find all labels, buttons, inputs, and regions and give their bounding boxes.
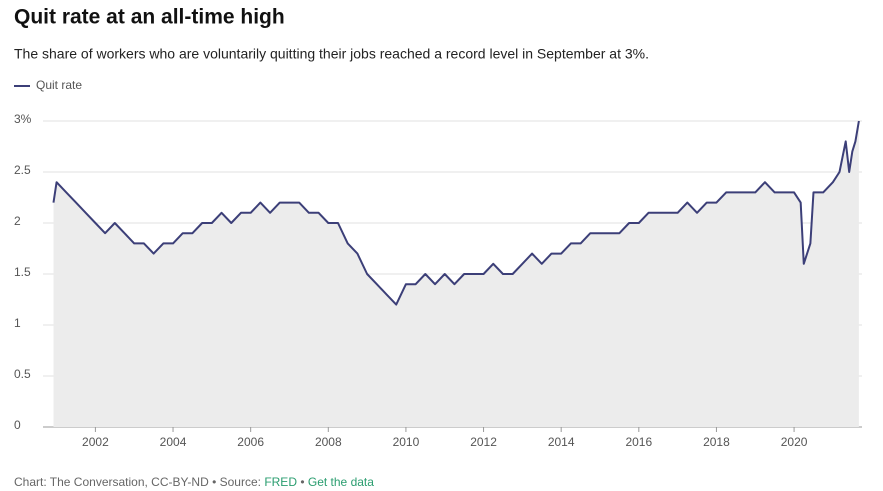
x-tick-label: 2002 <box>82 435 109 449</box>
y-tick-label: 3% <box>14 112 32 126</box>
credit: Chart: The Conversation, CC-BY-ND • Sour… <box>14 475 261 489</box>
footer: Chart: The Conversation, CC-BY-ND • Sour… <box>14 475 374 489</box>
y-tick-label: 1.5 <box>14 265 31 279</box>
y-tick-label: 2.5 <box>14 163 31 177</box>
y-tick-label: 1 <box>14 316 21 330</box>
x-tick-label: 2008 <box>315 435 342 449</box>
y-tick-label: 2 <box>14 214 21 228</box>
line <box>52 120 860 306</box>
x-tick-label: 2010 <box>393 435 420 449</box>
area <box>53 121 859 427</box>
separator: • <box>300 475 304 489</box>
x-tick-label: 2014 <box>548 435 575 449</box>
source-link[interactable]: FRED <box>264 475 297 489</box>
y-tick-label: 0.5 <box>14 367 31 381</box>
x-tick-label: 2006 <box>237 435 264 449</box>
x-tick-label: 2018 <box>703 435 730 449</box>
legend-label: Quit rate <box>36 78 82 92</box>
chart-subtitle: The share of workers who are voluntarily… <box>14 46 649 62</box>
x-tick-label: 2020 <box>781 435 808 449</box>
x-tick-label: 2016 <box>625 435 652 449</box>
x-tick-label: 2004 <box>160 435 187 449</box>
chart-title: Quit rate at an all-time high <box>14 6 285 29</box>
x-tick-label: 2012 <box>470 435 497 449</box>
y-tick-label: 0 <box>14 418 21 432</box>
data-link[interactable]: Get the data <box>308 475 374 489</box>
